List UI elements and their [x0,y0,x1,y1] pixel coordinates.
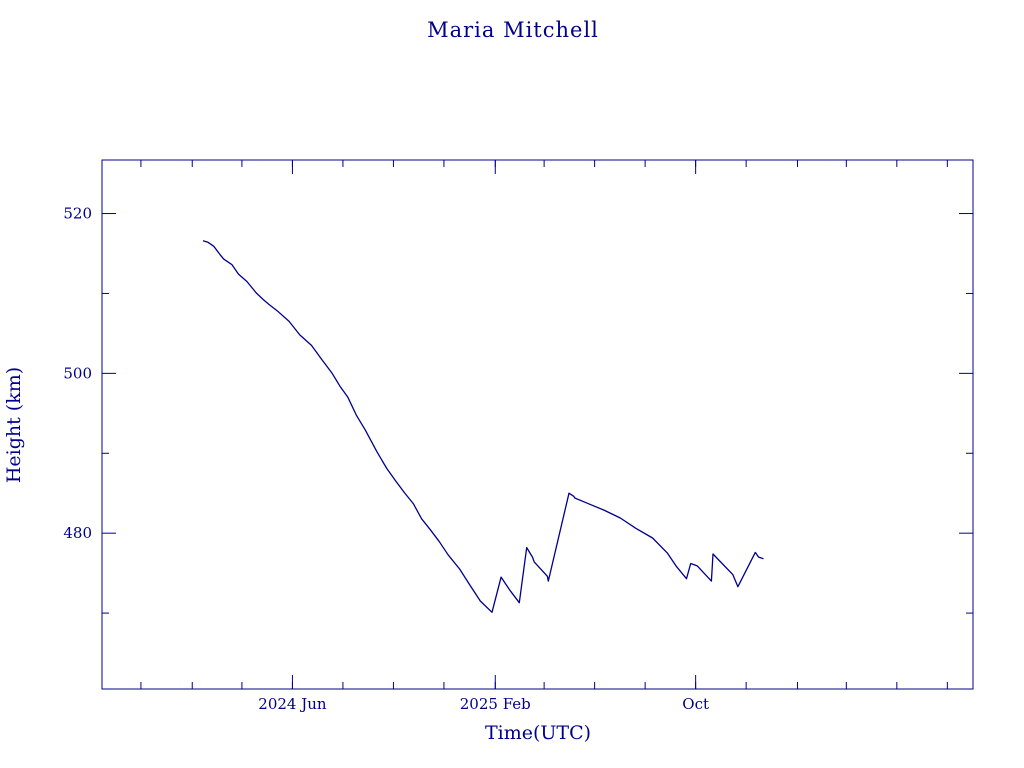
plot-frame [101,159,974,690]
y-tick-label: 520 [63,205,92,223]
y-axis-label: Height (km) [3,367,25,483]
axis-tick-labels: 480 500 520 2024 Jun 2025 Feb Oct [63,205,709,713]
series-group [202,240,764,613]
axis-ticks [102,160,973,689]
y-tick-label: 480 [63,524,92,542]
x-tick-label: 2025 Feb [460,695,531,713]
x-tick-label: Oct [682,695,709,713]
series-line [202,240,764,613]
y-tick-label: 500 [63,364,92,382]
chart-title: Maria Mitchell [427,18,599,42]
x-tick-label: 2024 Jun [258,695,327,713]
x-axis-label: Time(UTC) [485,722,591,744]
